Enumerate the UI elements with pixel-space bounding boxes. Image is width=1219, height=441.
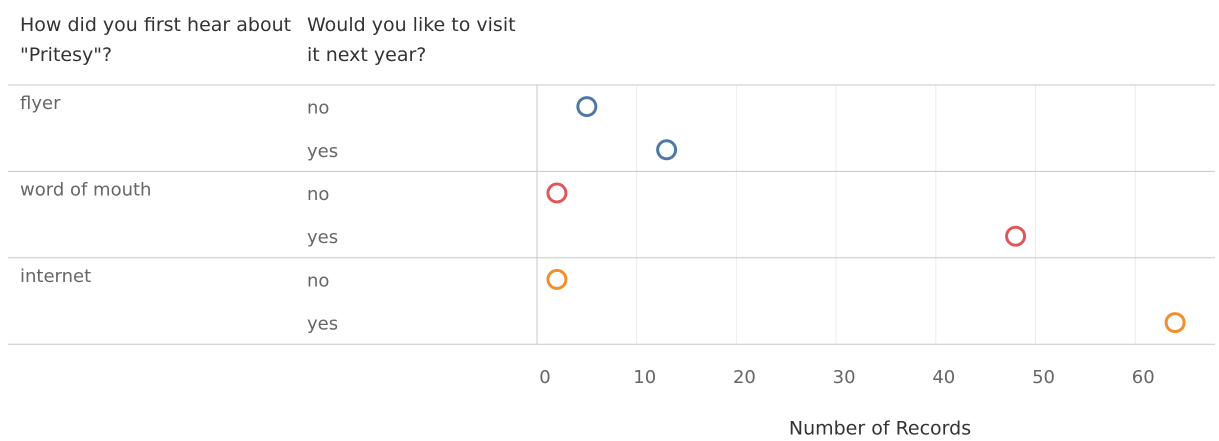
x-tick-label: 20 [733, 367, 756, 388]
x-tick-label: 60 [1132, 367, 1155, 388]
dot [546, 268, 568, 290]
category-label: no [307, 98, 329, 119]
category-label: yes [307, 227, 338, 248]
dot [576, 96, 598, 118]
dot [656, 139, 678, 161]
group-label: internet [20, 266, 91, 287]
dot [1005, 225, 1027, 247]
row-header: How did you first hear about "Pritesy"? [20, 14, 292, 66]
group-label: flyer [20, 93, 61, 114]
row-header: Would you like to visit it next year? [307, 14, 516, 66]
x-axis-label: Number of Records [789, 418, 971, 440]
x-tick-label: 30 [833, 367, 856, 388]
x-tick-label: 40 [932, 367, 955, 388]
x-tick-label: 0 [539, 367, 550, 388]
category-label: yes [307, 141, 338, 162]
x-tick-label: 10 [633, 367, 656, 388]
dot [546, 182, 568, 204]
x-tick-label: 50 [1032, 367, 1055, 388]
category-label: yes [307, 314, 338, 335]
group-label: word of mouth [20, 179, 151, 200]
dot [1164, 312, 1186, 334]
category-label: no [307, 270, 329, 291]
category-label: no [307, 184, 329, 205]
